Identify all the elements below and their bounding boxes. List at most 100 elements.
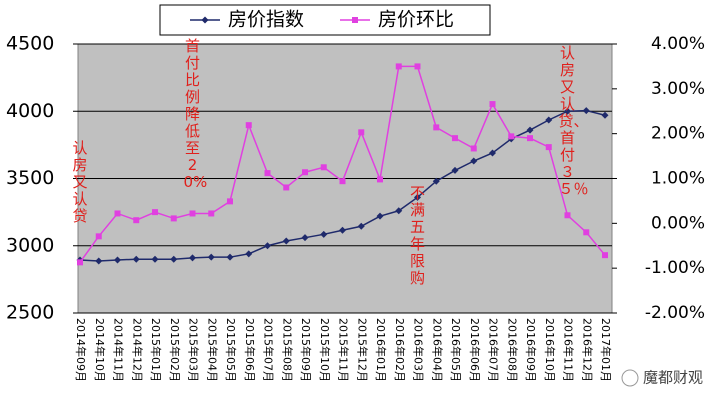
- y2-tick-label: 4.00%: [651, 34, 705, 54]
- x-tick-label: 2014年12月: [130, 318, 144, 382]
- point: [583, 229, 590, 236]
- x-tick-label: 2016年06月: [468, 318, 482, 382]
- point: [133, 217, 140, 224]
- legend-marker: [201, 16, 209, 24]
- point: [282, 237, 290, 245]
- point: [527, 135, 533, 142]
- point: [151, 255, 159, 263]
- point: [283, 184, 290, 191]
- point: [208, 210, 215, 217]
- x-tick-label: 2015年02月: [168, 318, 182, 382]
- point: [601, 111, 609, 119]
- x-tick-label: 2014年09月: [74, 318, 88, 382]
- x-tick-label: 2016年05月: [449, 318, 463, 382]
- x-tick-label: 2015年11月: [337, 318, 351, 382]
- x-tick-label: 2015年12月: [355, 318, 369, 382]
- x-tick-label: 2015年10月: [318, 318, 332, 382]
- point: [470, 157, 478, 165]
- point: [602, 252, 608, 259]
- x-tick-label: 2016年11月: [562, 318, 576, 382]
- point: [95, 233, 102, 240]
- point: [358, 129, 365, 136]
- y2-tick-label: 1.00%: [651, 169, 705, 189]
- y2-tick-label: -1.00%: [645, 258, 705, 278]
- point: [357, 222, 365, 230]
- point: [77, 259, 83, 266]
- point: [227, 198, 233, 205]
- y-tick-label: 4000: [6, 100, 54, 122]
- point: [564, 212, 571, 219]
- point: [114, 256, 121, 264]
- point: [114, 210, 121, 217]
- point: [245, 250, 253, 258]
- x-tick-label: 2015年09月: [299, 318, 313, 382]
- point: [207, 253, 215, 261]
- watermark-icon: [621, 369, 639, 387]
- point: [433, 124, 440, 131]
- point: [339, 178, 346, 185]
- y-tick-label: 3500: [6, 167, 54, 189]
- legend-label: 房价指数: [228, 9, 304, 31]
- point: [432, 177, 440, 185]
- point: [302, 169, 308, 176]
- point: [189, 254, 196, 262]
- annotation: 认房又认贷、首付３５％: [558, 44, 589, 198]
- point: [339, 226, 346, 234]
- x-tick-label: 2015年06月: [243, 318, 257, 382]
- x-tick-label: 2016年12月: [580, 318, 594, 382]
- x-tick-label: 2014年11月: [112, 318, 126, 382]
- point: [189, 210, 196, 217]
- y-tick-label: 4500: [6, 33, 54, 55]
- x-tick-label: 2015年01月: [149, 318, 163, 382]
- point: [451, 166, 459, 174]
- point: [414, 193, 421, 201]
- x-tick-label: 2017年01月: [599, 318, 613, 382]
- x-tick-label: 2016年08月: [505, 318, 519, 382]
- point: [564, 107, 571, 115]
- point: [152, 209, 158, 216]
- x-tick-label: 2016年09月: [524, 318, 538, 382]
- x-tick-label: 2015年07月: [262, 318, 276, 382]
- y2-tick-label: -2.00%: [645, 303, 705, 323]
- point: [582, 107, 590, 115]
- point: [489, 101, 496, 108]
- annotation: 认房又认贷: [72, 139, 88, 225]
- point: [170, 255, 178, 263]
- legend-label: 房价环比: [378, 9, 454, 31]
- x-tick-label: 2015年04月: [205, 318, 219, 382]
- point: [545, 116, 553, 124]
- point: [526, 126, 534, 134]
- x-tick-label: 2015年05月: [224, 318, 238, 382]
- annotation: 不满五年限购: [409, 184, 425, 287]
- point: [226, 253, 234, 261]
- x-tick-label: 2016年07月: [487, 318, 501, 382]
- point: [320, 164, 327, 171]
- point: [264, 242, 271, 250]
- y-tick-label: 3000: [6, 234, 54, 256]
- point: [376, 212, 384, 220]
- point: [170, 215, 177, 222]
- x-tick-label: 2015年03月: [187, 318, 201, 382]
- y2-tick-label: 3.00%: [651, 79, 705, 99]
- point: [320, 230, 328, 238]
- x-tick-label: 2016年10月: [543, 318, 557, 382]
- point: [489, 149, 496, 157]
- point: [414, 63, 421, 70]
- y2-tick-label: 2.00%: [651, 124, 705, 144]
- point: [452, 135, 458, 142]
- point: [395, 207, 403, 215]
- x-tick-label: 2016年02月: [393, 318, 407, 382]
- legend-marker: [352, 17, 358, 23]
- point: [245, 122, 252, 129]
- x-tick-label: 2014年10月: [93, 318, 107, 382]
- x-tick-label: 2016年03月: [412, 318, 426, 382]
- point: [395, 63, 402, 70]
- point: [132, 255, 140, 263]
- watermark: 魔都财观: [643, 369, 703, 387]
- point: [470, 145, 477, 152]
- point: [545, 144, 552, 151]
- x-tick-label: 2015年08月: [280, 318, 294, 382]
